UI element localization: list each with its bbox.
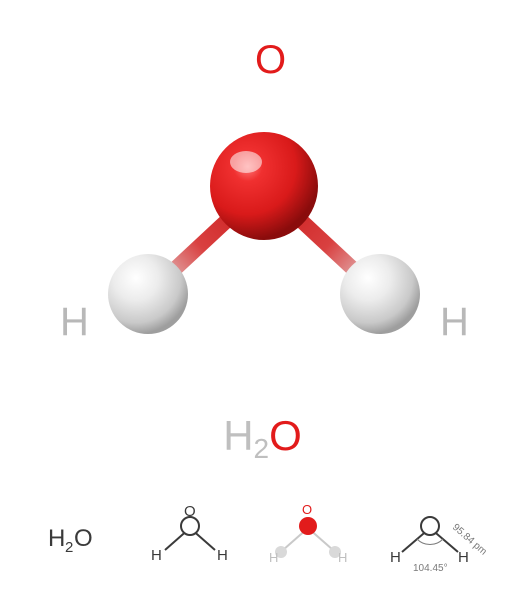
svg-text:O: O bbox=[74, 525, 93, 552]
bond-length-label: 95.84 pm bbox=[450, 522, 489, 558]
atom-oxygen bbox=[210, 132, 318, 240]
mini-structural-colored: H H O bbox=[269, 502, 347, 565]
label-hydrogen-left: H bbox=[60, 300, 89, 345]
svg-text:H: H bbox=[390, 549, 401, 566]
atom-hydrogen-left bbox=[108, 254, 188, 334]
svg-text:H: H bbox=[338, 550, 347, 565]
bond-angle-label: 104.45° bbox=[413, 563, 448, 574]
svg-text:2: 2 bbox=[65, 539, 73, 556]
oxygen-highlight bbox=[230, 151, 262, 173]
svg-text:H: H bbox=[151, 547, 162, 564]
water-molecule-diagram: O H H H2O H 2 O H H O H H bbox=[0, 0, 525, 612]
svg-text:H: H bbox=[458, 549, 469, 566]
svg-text:O: O bbox=[302, 502, 312, 517]
label-oxygen: O bbox=[255, 38, 286, 83]
atom-hydrogen-right bbox=[340, 254, 420, 334]
mini-diagrams-row: H 2 O H H O H H O H bbox=[0, 488, 525, 600]
formula-o: O bbox=[269, 412, 302, 459]
mini-geometry-measured: H H 95.84 pm 104.45° bbox=[390, 517, 489, 574]
formula-h: H bbox=[223, 412, 253, 459]
svg-text:O: O bbox=[184, 503, 196, 520]
mini-formula-text: H 2 O bbox=[48, 525, 93, 556]
svg-text:H: H bbox=[48, 525, 65, 552]
formula-sub2: 2 bbox=[254, 433, 270, 464]
chemical-formula-main: H2O bbox=[0, 412, 525, 465]
svg-text:H: H bbox=[217, 547, 228, 564]
mini-structural-mono: H H O bbox=[151, 503, 228, 564]
label-hydrogen-right: H bbox=[440, 300, 469, 345]
svg-text:H: H bbox=[269, 550, 278, 565]
